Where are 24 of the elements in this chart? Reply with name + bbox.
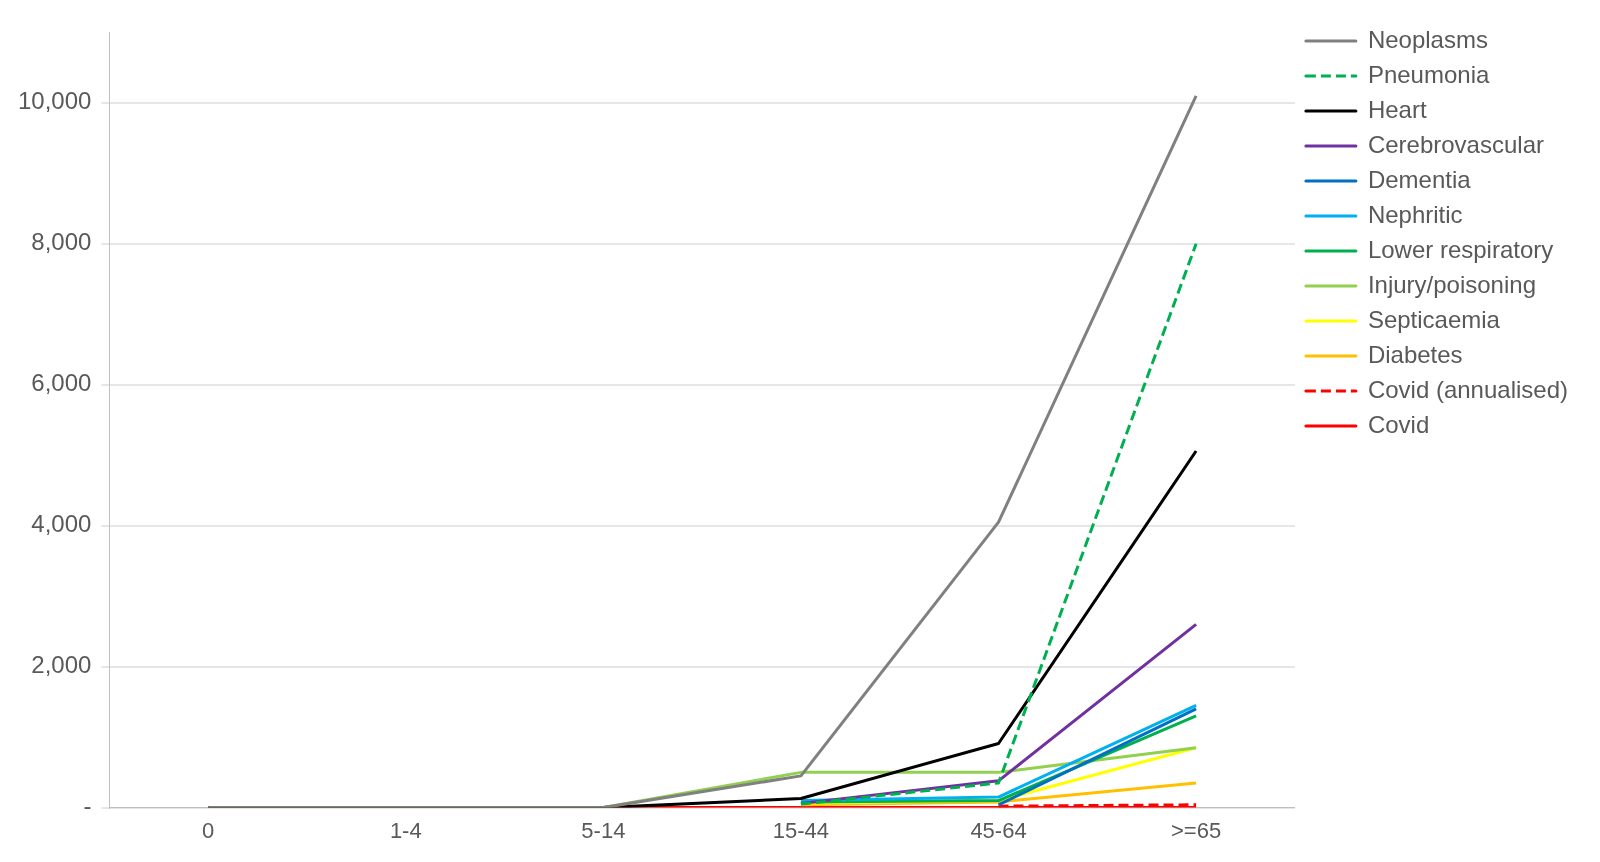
- y-tick-label: 10,000: [18, 87, 92, 115]
- legend-label: Neoplasms: [1367, 25, 1488, 53]
- legend-label: Nephritic: [1367, 200, 1463, 228]
- legend-label: Septicaemia: [1367, 305, 1501, 333]
- x-tick-label: 1-4: [389, 817, 422, 843]
- legend-label: Dementia: [1367, 165, 1472, 193]
- y-tick-label: 6,000: [31, 369, 92, 397]
- y-tick-label: 4,000: [31, 510, 92, 538]
- x-tick-label: 0: [202, 817, 215, 843]
- legend-label: Diabetes: [1367, 340, 1463, 368]
- legend-label: Covid (annualised): [1367, 375, 1568, 403]
- x-tick-label: >=65: [1171, 817, 1222, 843]
- y-tick-label: 8,000: [31, 228, 92, 256]
- legend-label: Covid: [1367, 410, 1430, 438]
- x-tick-label: 5-14: [581, 817, 626, 843]
- legend-label: Lower respiratory: [1367, 235, 1554, 263]
- legend-label: Injury/poisoning: [1367, 270, 1536, 298]
- y-tick-label: 2,000: [31, 651, 92, 679]
- legend-label: Pneumonia: [1367, 60, 1490, 88]
- x-tick-label: 15-44: [772, 817, 830, 843]
- y-tick-label: -: [83, 792, 92, 820]
- x-tick-label: 45-64: [970, 817, 1027, 843]
- legend-label: Heart: [1367, 95, 1427, 123]
- legend-label: Cerebrovascular: [1367, 130, 1544, 158]
